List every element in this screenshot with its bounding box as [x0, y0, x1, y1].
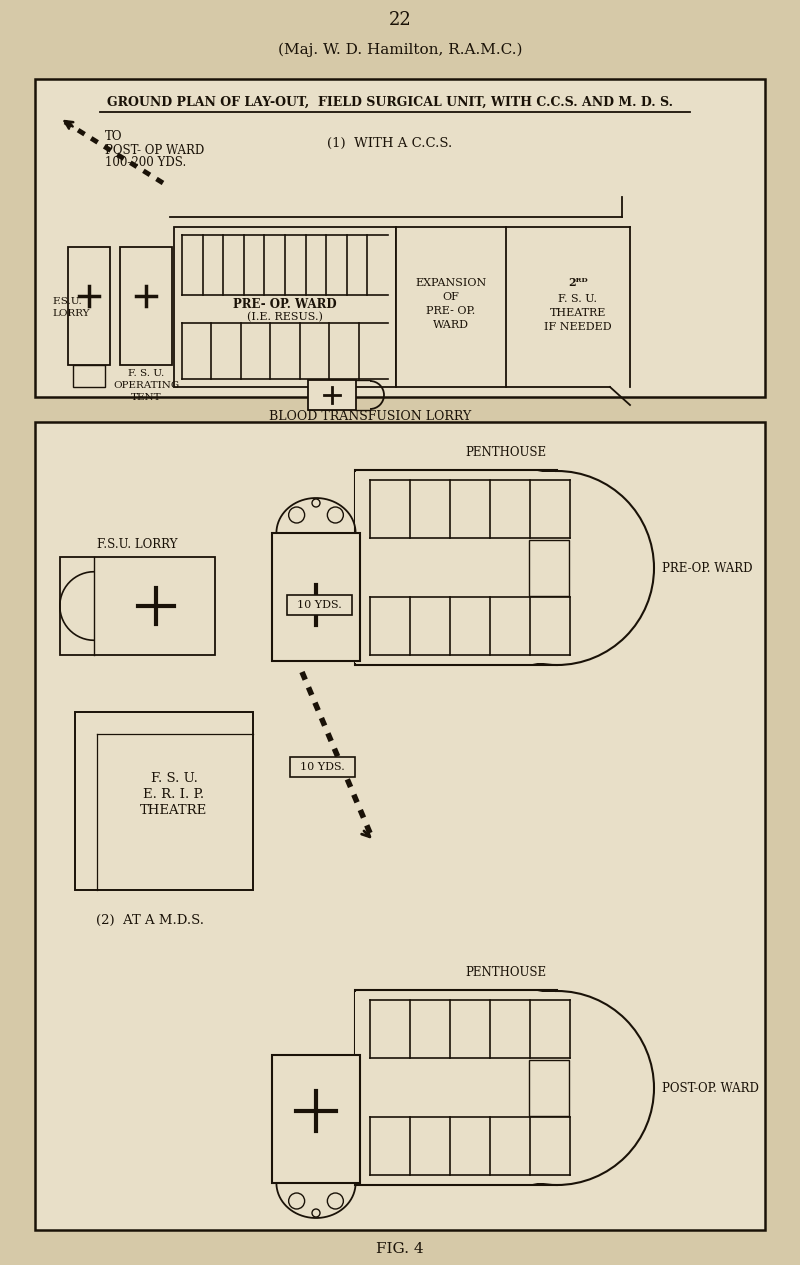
- Text: LORRY: LORRY: [52, 310, 90, 319]
- Circle shape: [460, 471, 654, 665]
- Text: IF NEEDED: IF NEEDED: [544, 323, 612, 331]
- Circle shape: [327, 507, 343, 522]
- Text: (I.E. RESUS.): (I.E. RESUS.): [247, 312, 323, 323]
- Bar: [68, 247, 110, 366]
- Circle shape: [312, 1209, 320, 1217]
- Bar: [355, 472, 555, 663]
- Bar: [120, 247, 172, 366]
- Bar: [290, 756, 355, 777]
- Text: TO: TO: [105, 130, 122, 143]
- Bar: [272, 533, 360, 662]
- Text: EXPANSION: EXPANSION: [415, 278, 486, 288]
- Text: OPERATING: OPERATING: [113, 381, 179, 390]
- Bar: [396, 226, 506, 387]
- Text: GROUND PLAN OF LAY-OUT,  FIELD SURGICAL UNIT, WITH C.C.S. AND M. D. S.: GROUND PLAN OF LAY-OUT, FIELD SURGICAL U…: [107, 95, 673, 109]
- Bar: [35, 78, 765, 397]
- Text: PENTHOUSE: PENTHOUSE: [466, 445, 546, 458]
- Text: WARD: WARD: [433, 320, 469, 330]
- Text: THEATRE: THEATRE: [550, 307, 606, 318]
- Text: PRE-OP. WARD: PRE-OP. WARD: [662, 562, 753, 574]
- Text: F.S.U. LORRY: F.S.U. LORRY: [97, 538, 178, 550]
- Bar: [272, 1055, 360, 1183]
- Bar: [60, 557, 215, 655]
- Text: 2ᴿᴰ: 2ᴿᴰ: [568, 277, 588, 288]
- Circle shape: [289, 1193, 305, 1209]
- Text: 10 YDS.: 10 YDS.: [300, 762, 344, 772]
- Text: POST-OP. WARD: POST-OP. WARD: [662, 1082, 759, 1094]
- Text: PRE- OP. WARD: PRE- OP. WARD: [233, 297, 337, 310]
- Circle shape: [289, 507, 305, 522]
- Text: PRE- OP.: PRE- OP.: [426, 306, 476, 316]
- Text: F.S.U.: F.S.U.: [52, 296, 82, 306]
- Bar: [529, 540, 569, 596]
- Text: 22: 22: [389, 11, 411, 29]
- Circle shape: [327, 1193, 343, 1209]
- Bar: [308, 380, 356, 410]
- Bar: [174, 226, 396, 387]
- Bar: [73, 366, 105, 387]
- Text: 10 YDS.: 10 YDS.: [297, 600, 342, 610]
- Text: PENTHOUSE: PENTHOUSE: [466, 965, 546, 979]
- Text: 100-200 YDS.: 100-200 YDS.: [105, 157, 186, 170]
- Text: POST- OP WARD: POST- OP WARD: [105, 143, 204, 157]
- Text: E. R. I. P.: E. R. I. P.: [143, 788, 205, 802]
- Text: (1)  WITH A C.C.S.: (1) WITH A C.C.S.: [327, 137, 453, 149]
- Bar: [355, 990, 557, 1185]
- Text: THEATRE: THEATRE: [140, 805, 208, 817]
- Text: F. S. U.: F. S. U.: [558, 293, 598, 304]
- Text: F. S. U.: F. S. U.: [150, 773, 198, 786]
- Text: (2)  AT A M.D.S.: (2) AT A M.D.S.: [96, 913, 204, 926]
- Text: TENT: TENT: [130, 392, 162, 401]
- Text: FIG. 4: FIG. 4: [376, 1242, 424, 1256]
- Bar: [355, 992, 555, 1183]
- Bar: [529, 1060, 569, 1116]
- Text: OF: OF: [442, 292, 459, 302]
- Text: BLOOD TRANSFUSION LORRY: BLOOD TRANSFUSION LORRY: [269, 411, 471, 424]
- Bar: [75, 712, 253, 891]
- Bar: [35, 423, 765, 1230]
- Text: F. S. U.: F. S. U.: [128, 368, 164, 377]
- Circle shape: [460, 990, 654, 1185]
- Text: (Maj. W. D. Hamilton, R.A.M.C.): (Maj. W. D. Hamilton, R.A.M.C.): [278, 43, 522, 57]
- Bar: [355, 471, 557, 665]
- Circle shape: [312, 498, 320, 507]
- Bar: [287, 595, 352, 615]
